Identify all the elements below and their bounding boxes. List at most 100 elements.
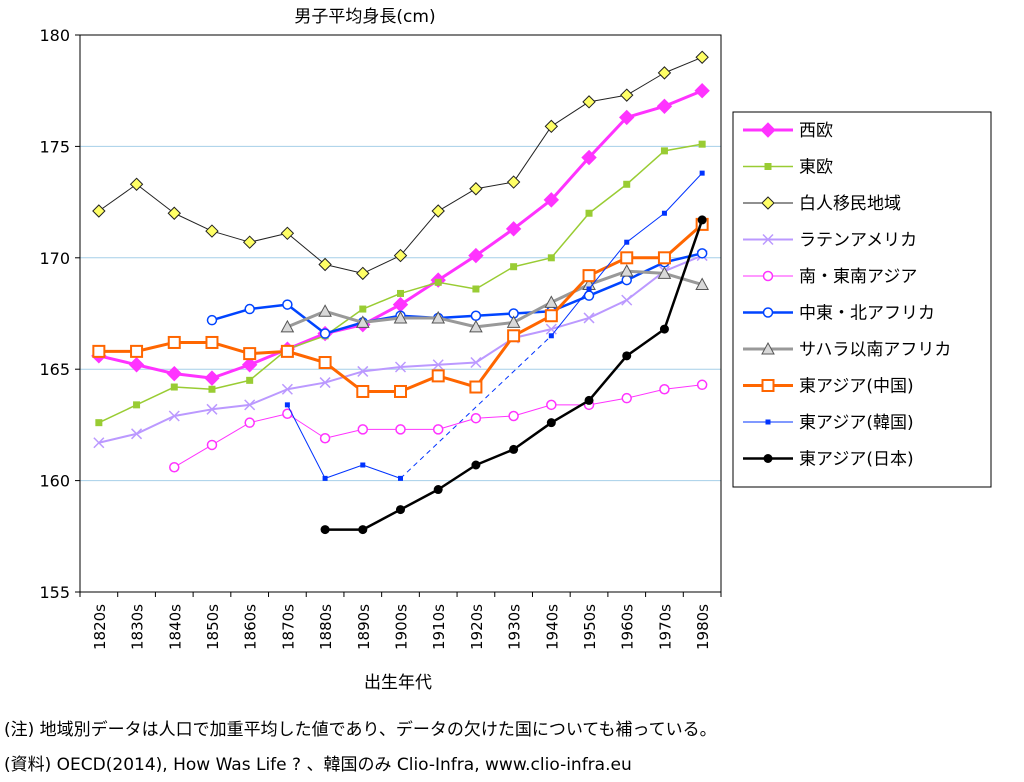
series-1-point [359, 305, 367, 313]
series-2-point [129, 177, 144, 191]
series-2-point [544, 119, 559, 134]
series-7-point [394, 384, 407, 398]
x-tick-label: 1870s [279, 604, 297, 650]
series-2-point [280, 226, 295, 240]
legend-swatch-marker [761, 379, 775, 392]
series-5-line [211, 252, 703, 335]
series-6-point [355, 315, 370, 328]
legend-label: 東アジア(中国) [799, 377, 914, 397]
series-0-line [98, 89, 703, 380]
series-6-point [393, 310, 408, 324]
series-9-point [697, 215, 707, 225]
x-tick-label: 1830s [129, 604, 147, 650]
chart-title: 男子平均身長(cm) [294, 7, 435, 27]
series-2-point [431, 204, 445, 218]
series-9-point [622, 351, 632, 361]
series-4-point [244, 417, 255, 428]
legend-swatch-marker [760, 122, 776, 138]
legend-item: 東アジア(日本) [743, 450, 914, 470]
footnote: (注) 地域別データは人口で加重平均した値であり、データの欠けた国についても補っ… [4, 720, 717, 740]
series-7-point [544, 309, 558, 323]
series-6-line [286, 269, 703, 329]
series-2-point [92, 204, 106, 218]
y-tick-label: 160 [39, 472, 70, 491]
legend-label: 西欧 [799, 121, 833, 141]
series-0-point [656, 98, 673, 115]
series-6-point [657, 266, 672, 279]
series-0-point [619, 109, 635, 126]
series-8-group [284, 170, 705, 481]
series-6-point [431, 310, 446, 324]
series-1-point [698, 140, 706, 148]
series-1-point [133, 401, 141, 409]
series-8-point [360, 462, 366, 468]
series-2-point [695, 50, 709, 64]
series-7-group [92, 217, 709, 398]
series-5-point [319, 328, 331, 339]
legend-label: 白人移民地域 [799, 194, 901, 214]
series-0-point [128, 357, 145, 373]
series-5-point [621, 274, 632, 286]
legend-box [732, 111, 992, 488]
series-3-group [93, 250, 708, 449]
series-3-point [319, 377, 331, 389]
series-8-point [398, 475, 403, 481]
series-4-point [621, 392, 632, 404]
series-1-group [95, 140, 706, 427]
x-tick-label: 1880s [317, 604, 335, 650]
x-tick-label: 1950s [581, 604, 599, 650]
legend-label: 東アジア(韓国) [799, 413, 914, 433]
series-3-point [281, 383, 293, 395]
series-3-point [394, 361, 407, 373]
series-8-point [624, 239, 630, 245]
legend-swatch-marker [761, 341, 775, 355]
legend-swatch-marker [764, 163, 772, 170]
legend-label: 中東・北アフリカ [799, 304, 935, 324]
series-9-point [358, 525, 368, 535]
series-1-point [623, 180, 631, 188]
series-6-point [280, 319, 295, 333]
x-tick-label: 1860s [242, 604, 260, 650]
x-tick-label: 1850s [204, 604, 222, 650]
series-4-group [169, 379, 708, 473]
legend-item: 東欧 [743, 158, 833, 178]
series-3-point [432, 359, 444, 371]
series-0-point [241, 357, 258, 373]
series-1-point [434, 278, 442, 286]
legend-item: 東アジア(韓国) [743, 413, 914, 433]
legend-swatch-marker [762, 270, 774, 282]
series-0-point [468, 247, 484, 264]
series-9-point [471, 460, 481, 470]
series-2-point [469, 182, 483, 196]
legend-label: サハラ以南アフリカ [799, 340, 951, 360]
series-1-point [510, 263, 518, 271]
series-5-point [282, 299, 293, 310]
legend-swatch-marker [762, 233, 774, 246]
series-1-point [397, 289, 404, 297]
x-tick-label: 1890s [355, 604, 373, 650]
series-7-point [243, 347, 257, 361]
x-tick-label: 1980s [694, 604, 712, 650]
series-7-point [469, 380, 483, 394]
x-tick-label: 1900s [393, 604, 411, 650]
series-4-point [546, 399, 557, 411]
legend-item: ラテンアメリカ [743, 231, 917, 251]
series-2-point [620, 88, 634, 102]
legend-swatch-marker [761, 196, 775, 210]
series-2-point [506, 175, 521, 189]
series-7-point [318, 356, 332, 370]
series-0-point [581, 149, 597, 166]
series-1-line [98, 143, 703, 424]
series-5-point [206, 314, 218, 326]
x-tick-label: 1820s [91, 604, 109, 650]
series-9-point [659, 324, 669, 334]
series-8-point [284, 402, 290, 408]
series-4-point [432, 424, 444, 435]
x-tick-label: 1960s [619, 604, 637, 650]
series-0-point [204, 370, 220, 386]
series-1-point [472, 285, 480, 293]
legend-item: サハラ以南アフリカ [743, 340, 951, 360]
series-2-line [98, 56, 703, 274]
series-4-point [508, 410, 519, 422]
